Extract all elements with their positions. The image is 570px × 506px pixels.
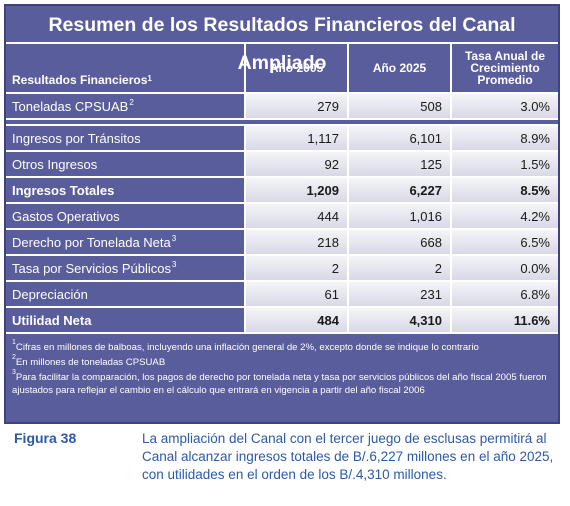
cell-2005: 2 xyxy=(246,256,349,280)
cell-2025: 125 xyxy=(349,152,452,176)
cell-2025: 6,101 xyxy=(349,126,452,150)
header-financial-results-label: Resultados Financieros xyxy=(12,73,148,87)
table-footnotes: 1Cifras en millones de balboas, incluyen… xyxy=(6,334,558,397)
table-row: Otros Ingresos 92 125 1.5% xyxy=(6,152,558,178)
row-label: Derecho por Tonelada Neta 3 xyxy=(6,230,246,254)
cell-rate: 8.9% xyxy=(452,126,558,150)
row-separator xyxy=(6,120,558,126)
footnote-mark: 3 xyxy=(171,233,177,243)
cell-2025: 668 xyxy=(349,230,452,254)
footnote-mark: 2 xyxy=(129,97,134,107)
cell-2005: 218 xyxy=(246,230,349,254)
row-label: Utilidad Neta xyxy=(6,308,246,332)
header-financial-results: Resultados Financieros 1 xyxy=(6,44,246,92)
footnote-mark: 3 xyxy=(171,259,177,269)
cell-rate: 11.6% xyxy=(452,308,558,332)
table-header: Resultados Financieros 1 Año 2005 Año 202… xyxy=(6,44,558,94)
figure-label: Figura 38 xyxy=(14,430,77,446)
figure-caption-text: La ampliación del Canal con el tercer ju… xyxy=(142,431,554,482)
footnote: 1Cifras en millones de balboas, incluyen… xyxy=(12,339,479,354)
cell-2005: 61 xyxy=(246,282,349,306)
cell-2005: 1,209 xyxy=(246,178,349,202)
cell-2025: 6,227 xyxy=(349,178,452,202)
table-row: Ingresos por Tránsitos 1,117 6,101 8.9% xyxy=(6,126,558,152)
cell-rate: 3.0% xyxy=(452,94,558,118)
header-year-2005: Año 2005 xyxy=(246,44,349,92)
cell-rate: 6.8% xyxy=(452,282,558,306)
cell-rate: 0.0% xyxy=(452,256,558,280)
cell-rate: 4.2% xyxy=(452,204,558,228)
cell-2005: 444 xyxy=(246,204,349,228)
cell-rate: 6.5% xyxy=(452,230,558,254)
table-row: Toneladas CPSUAB 2 279 508 3.0% xyxy=(6,94,558,120)
table-row-net-profit: Utilidad Neta 484 4,310 11.6% xyxy=(6,308,558,334)
row-label: Ingresos Totales xyxy=(6,178,246,202)
figure-caption: Figura 38 La ampliación del Canal con el… xyxy=(14,430,562,484)
row-label: Otros Ingresos xyxy=(6,152,246,176)
row-label: Tasa por Servicios Públicos 3 xyxy=(6,256,246,280)
table-row: Gastos Operativos 444 1,016 4.2% xyxy=(6,204,558,230)
header-growth-rate: Tasa Anual de Crecimiento Promedio xyxy=(464,49,546,87)
table-row: Depreciación 61 231 6.8% xyxy=(6,282,558,308)
cell-2005: 92 xyxy=(246,152,349,176)
table-row-total: Ingresos Totales 1,209 6,227 8.5% xyxy=(6,178,558,204)
table-row: Derecho por Tonelada Neta 3 218 668 6.5% xyxy=(6,230,558,256)
cell-2005: 1,117 xyxy=(246,126,349,150)
cell-2025: 1,016 xyxy=(349,204,452,228)
row-label: Depreciación xyxy=(6,282,246,306)
row-label: Ingresos por Tránsitos xyxy=(6,126,246,150)
cell-2005: 279 xyxy=(246,94,349,118)
cell-2025: 508 xyxy=(349,94,452,118)
financial-summary-table: Resumen de los Resultados Financieros de… xyxy=(4,4,560,424)
footnote: 3Para facilitar la comparación, los pago… xyxy=(12,369,547,396)
cell-2005: 484 xyxy=(246,308,349,332)
footnote: 2En millones de toneladas CPSUAB xyxy=(12,354,166,369)
table-row: Tasa por Servicios Públicos 3 2 2 0.0% xyxy=(6,256,558,282)
table-title: Resumen de los Resultados Financieros de… xyxy=(6,6,558,74)
cell-2025: 4,310 xyxy=(349,308,452,332)
cell-2025: 2 xyxy=(349,256,452,280)
cell-rate: 1.5% xyxy=(452,152,558,176)
header-footnote-mark: 1 xyxy=(147,74,152,83)
cell-2025: 231 xyxy=(349,282,452,306)
row-label: Gastos Operativos xyxy=(6,204,246,228)
cell-rate: 8.5% xyxy=(452,178,558,202)
row-label: Toneladas CPSUAB 2 xyxy=(6,94,246,118)
header-year-2025: Año 2025 xyxy=(349,44,452,92)
